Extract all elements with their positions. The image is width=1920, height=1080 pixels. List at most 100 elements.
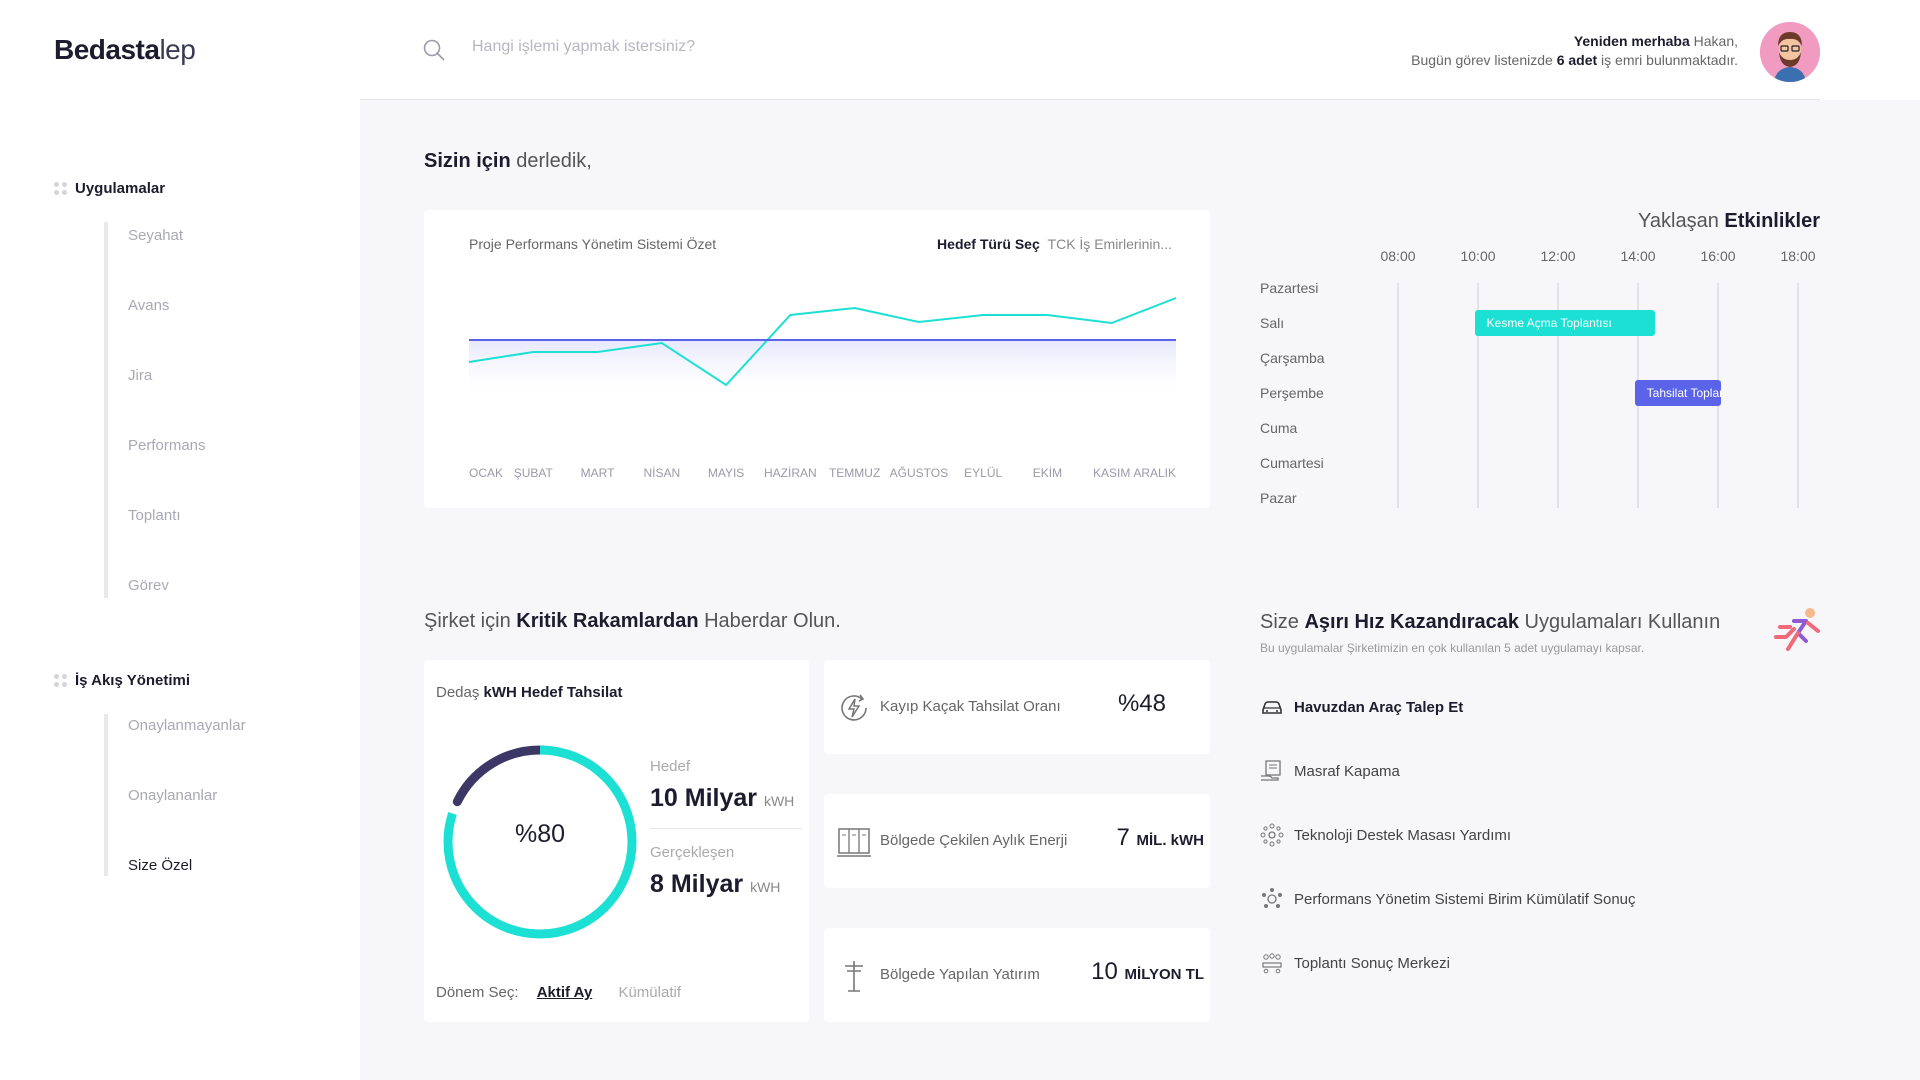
kpi-value: %48 <box>1117 690 1166 717</box>
nav-group-is-akis: İş Akış Yönetimi Onaylanmayanlar Onaylan… <box>54 670 246 876</box>
nav-group-title[interactable]: Uygulamalar <box>54 178 165 198</box>
car-icon <box>1262 701 1282 714</box>
target-value: 10 Milyar kWH <box>650 784 795 812</box>
x-tick-label: EKİM <box>1033 466 1062 480</box>
period-label: Dönem Seç: <box>436 984 519 1001</box>
x-tick-label: HAZİRAN <box>764 466 817 480</box>
power-pole-icon <box>845 961 863 992</box>
progress-percent: %80 <box>514 820 566 848</box>
section-heading: Şirket için Kritik Rakamlardan Haberdar … <box>424 610 841 632</box>
runner-icon <box>1774 608 1820 651</box>
event-block[interactable]: Kesme Açma Toplantısı <box>1474 310 1655 336</box>
hour-label: 14:00 <box>1620 248 1656 264</box>
hour-gridline <box>1797 283 1799 508</box>
x-tick-label: OCAK <box>469 466 503 480</box>
target-label: Hedef <box>650 758 691 775</box>
kpi-card: Bölgede Yapılan Yatırım 10 MİLYON TL <box>824 928 1210 1022</box>
sidebar-item-gorev[interactable]: Görev <box>128 577 169 594</box>
nav-list: Onaylanmayanlar Onaylananlar Size Özel <box>104 714 246 876</box>
kpi-value: 7 MİL. kWH <box>1116 824 1204 851</box>
receipt-hand-icon <box>1261 760 1281 781</box>
sidebar-item-toplanti[interactable]: Toplantı <box>128 507 181 524</box>
search-input[interactable] <box>472 38 972 56</box>
server-rack-icon <box>837 828 871 857</box>
team-performance-icon <box>1262 888 1282 908</box>
hour-gridline <box>1477 283 1479 508</box>
nav-list: Seyahat Avans Jira Performans Toplantı G… <box>104 222 206 598</box>
x-tick-label: NİSAN <box>643 466 680 480</box>
day-label: Pazartesi <box>1260 280 1319 296</box>
event-block[interactable]: Tahsilat Toplan... <box>1634 380 1722 406</box>
app-item-teknoloji-destek[interactable]: Teknoloji Destek Masası Yardımı <box>1260 823 1511 847</box>
x-tick-label: KASIM <box>1093 466 1130 480</box>
period-kumulatif[interactable]: Kümülatif <box>618 984 681 1001</box>
divider <box>360 99 1820 100</box>
app-item-toplanti-sonuc[interactable]: Toplantı Sonuç Merkezi <box>1260 951 1450 975</box>
upcoming-events: Yaklaşan Etkinlikler 08:00 10:00 12:00 14:0… <box>1260 200 1820 520</box>
app-item-arac-talep[interactable]: Havuzdan Araç Talep Et <box>1260 695 1463 719</box>
actual-value: 8 Milyar kWH <box>650 870 781 898</box>
card-title: Dedaş kWH Hedef Tahsilat <box>436 684 623 701</box>
apps-subtitle: Bu uygulamalar Şirketimizin en çok kulla… <box>1260 641 1645 655</box>
hour-label: 12:00 <box>1540 248 1576 264</box>
day-label: Cumartesi <box>1260 455 1324 471</box>
actual-line <box>468 297 1177 387</box>
drag-dots-icon <box>54 181 67 195</box>
greeting: Yeniden merhaba Hakan, Bugün görev liste… <box>1411 33 1738 68</box>
avatar[interactable] <box>1760 22 1820 82</box>
logo[interactable]: Bedastalep <box>54 34 196 65</box>
sidebar-item-jira[interactable]: Jira <box>128 367 153 384</box>
target-area <box>469 340 1176 400</box>
x-tick-label: MAYIS <box>708 466 744 480</box>
x-tick-label: ARALIK <box>1133 466 1176 480</box>
period-active-ay[interactable]: Aktif Ay <box>536 984 593 1001</box>
search-icon[interactable] <box>422 38 446 62</box>
sidebar-item-seyahat[interactable]: Seyahat <box>128 227 184 244</box>
hour-label: 08:00 <box>1380 248 1416 264</box>
nav-group-title[interactable]: İş Akış Yönetimi <box>54 670 190 690</box>
x-tick-label: TEMMUZ <box>829 466 880 480</box>
drag-dots-icon <box>54 673 67 687</box>
sidebar-item-onaylanmayanlar[interactable]: Onaylanmayanlar <box>128 717 246 734</box>
day-label: Cuma <box>1260 420 1298 436</box>
sidebar-item-avans[interactable]: Avans <box>128 297 170 314</box>
day-label: Perşembe <box>1260 385 1324 401</box>
kpi-card: Kayıp Kaçak Tahsilat Oranı %48 <box>824 660 1210 754</box>
kpi-label: Bölgede Yapılan Yatırım <box>880 966 1040 983</box>
schedule-title: Yaklaşan Etkinlikler <box>1638 210 1820 232</box>
support-network-icon <box>1260 823 1284 847</box>
hour-label: 10:00 <box>1460 248 1496 264</box>
app-item-masraf-kapama[interactable]: Masraf Kapama <box>1260 759 1400 783</box>
apps-title: Size Aşırı Hız Kazandıracak Uygulamaları… <box>1260 611 1721 633</box>
meeting-icon <box>1262 953 1282 974</box>
lightning-refresh-icon <box>841 694 867 721</box>
nav-group-uygulamalar: Uygulamalar Seyahat Avans Jira Performan… <box>54 178 206 598</box>
day-label: Salı <box>1260 315 1285 331</box>
kpi-value: 10 MİLYON TL <box>1091 958 1204 985</box>
sidebar: Bedastalep Uygulamalar Seyahat Avans Jir… <box>0 0 360 1080</box>
target-type-select[interactable]: Hedef Türü Seç TCK İş Emirlerinin... <box>937 236 1172 252</box>
x-tick-label: MART <box>581 466 615 480</box>
actual-label: Gerçekleşen <box>650 844 735 861</box>
day-label: Çarşamba <box>1260 350 1325 366</box>
kwh-target-card: Dedaş kWH Hedef Tahsilat %80 Hedef 10 Mi… <box>424 660 809 1022</box>
line-chart: OCAK ŞUBAT MART NİSAN MAYIS HAZİRAN TEMMUZ AĞUS… <box>468 297 1177 480</box>
kpi-card: Bölgede Çekilen Aylık Enerji 7 MİL. kWH <box>824 794 1210 888</box>
section-heading: Sizin için derledik, <box>424 150 592 172</box>
progress-ring <box>443 745 637 939</box>
hour-gridline <box>1557 283 1559 508</box>
sidebar-item-size-ozel[interactable]: Size Özel <box>128 857 193 874</box>
sidebar-item-onaylananlar[interactable]: Onaylananlar <box>128 787 218 804</box>
divider <box>650 828 802 829</box>
kpi-label: Kayıp Kaçak Tahsilat Oranı <box>880 698 1061 715</box>
x-tick-label: EYLÜL <box>964 466 1002 480</box>
x-tick-label: AĞUSTOS <box>890 465 948 480</box>
kpi-label: Bölgede Çekilen Aylık Enerji <box>880 832 1068 849</box>
period-selector: Dönem Seç: Aktif Ay Kümülatif <box>436 984 681 1001</box>
sidebar-item-performans[interactable]: Performans <box>128 437 206 454</box>
app-item-performans-sonuc[interactable]: Performans Yönetim Sistemi Birim Kümülat… <box>1260 887 1636 911</box>
hour-label: 16:00 <box>1700 248 1736 264</box>
top-bar: Yeniden merhaba Hakan, Bugün görev liste… <box>360 0 1920 100</box>
performance-chart-card: OCAK ŞUBAT MART NİSAN MAYIS HAZİRAN TEMMUZ AĞUS… <box>424 210 1210 508</box>
day-label: Pazar <box>1260 490 1297 506</box>
